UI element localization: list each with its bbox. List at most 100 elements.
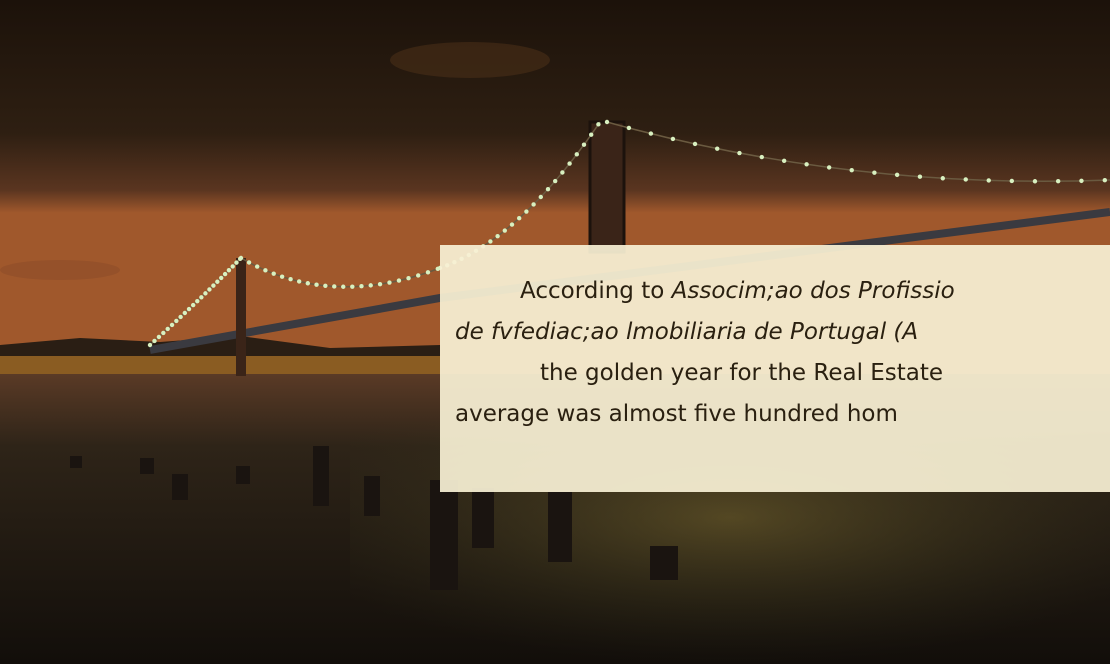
caption-line: the golden year for the Real Estate [540,360,943,386]
bridge-light [219,275,224,281]
bridge-light [416,273,421,278]
bridge-light [495,233,500,239]
bridge-light [226,268,232,273]
bridge-light [207,287,212,292]
caption-text: de fvfediac;ao lmobiliaria de Portugal (… [455,319,918,345]
bridge-light [341,284,346,289]
bridge-light [377,281,383,287]
bridge-light [692,141,698,147]
bridge-light [963,177,968,182]
bridge-light [387,280,392,285]
bridge-light [894,172,900,178]
bridge-light [350,284,355,289]
bridge-light [254,264,260,269]
bridge-light [406,276,411,281]
bridge-light [314,282,319,287]
bridge-light [271,271,276,276]
bridge-light [190,302,196,308]
bridge-light [288,277,293,282]
bridge-light [296,279,302,284]
bridge-light [211,283,216,288]
bridge-light [396,278,402,283]
bridge-light [531,202,536,207]
bridge-light [517,216,522,221]
bridge-light [359,284,364,289]
bridge-light [203,291,208,296]
cloud [0,260,120,280]
bridge-light [165,326,170,332]
bridge-light [332,284,337,289]
bridge-light [147,342,153,348]
cloud [390,42,550,78]
bridge-light [1102,177,1108,183]
bridge-light [222,271,228,277]
bridge-light [1009,178,1015,184]
bridge-light [581,142,587,147]
bridge-light [182,310,188,316]
bridge-light [199,295,204,300]
bridge-light [872,170,877,175]
bridge-light [488,239,493,244]
bridge-light [230,264,235,269]
caption-line: average was almost five hundred hom [455,401,898,427]
bridge-light [1055,179,1061,184]
bridge-light [323,283,328,288]
bridge-light [502,228,507,233]
city-lights [0,356,440,374]
caption-text: the golden year for the Real Estate [540,360,943,386]
bridge-light [560,170,565,175]
bridge-light [986,178,991,183]
caption-text: Associm;ao dos Profissio [670,278,955,304]
bridge-light [178,314,183,320]
bridge-light [279,274,285,279]
bridge-light [215,279,220,284]
bridge-light [596,122,601,127]
pilings [70,446,678,590]
bridge-light [246,260,252,265]
bridge-light [524,209,529,214]
caption-line: de fvfediac;ao lmobiliaria de Portugal (… [455,319,918,345]
bridge-light [152,338,157,344]
bridge-light [759,154,764,160]
bridge-light [940,176,945,181]
bridge-light [1079,178,1084,184]
bridge-light [161,330,166,336]
caption-text: According to [520,278,672,304]
bridge-light [234,260,239,265]
bridge-light [553,178,558,184]
caption: According to Associm;ao dos Profissio de … [455,278,955,427]
bridge-light [174,318,179,324]
bridge-light [425,270,431,275]
bridge-light [195,298,200,304]
bridge-light [604,119,610,125]
text-box [440,245,1110,492]
bridge-light [186,306,192,312]
caption-text: average was almost five hundred hom [455,401,898,427]
bridge-light [1032,179,1038,184]
bridge-light [305,281,311,286]
bridge-tower [236,258,246,376]
bridge-light [567,161,572,166]
bridge-light [781,158,787,164]
bridge-light [737,150,742,156]
bridge-light [538,194,543,200]
bridge-light [574,152,579,157]
caption-line: According to Associm;ao dos Profissio [520,278,955,304]
bridge-light [589,132,594,137]
bridge-light [509,222,515,227]
bridge-tower [588,120,626,254]
bridge-light [626,125,632,131]
bridge-light [670,136,676,142]
bridge-light [368,283,373,288]
bridge-light [156,334,162,340]
bridge-light [826,165,832,170]
bridge-light [238,255,244,261]
bridge-light [545,186,551,192]
bridge-light [849,168,854,173]
bridge-light [917,174,923,179]
bridge-light [169,322,175,328]
bridge-light [715,146,720,151]
bridge-light [648,131,654,136]
